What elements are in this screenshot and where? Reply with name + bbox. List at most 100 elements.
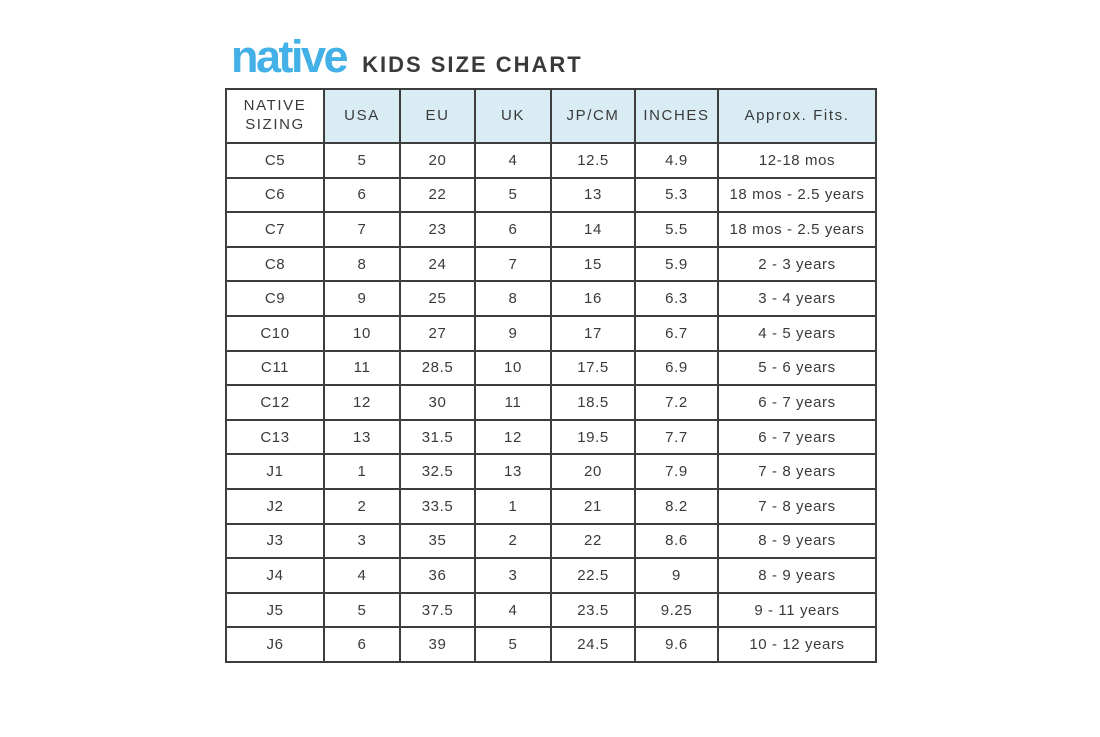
cell-c12-uk: 11 — [474, 384, 552, 421]
cell-c7-native-sizing: C7 — [225, 211, 325, 248]
cell-j1-eu: 32.5 — [399, 453, 476, 490]
cell-j6-uk: 5 — [474, 626, 552, 663]
cell-c5-approx-fits: 12-18 mos — [717, 142, 877, 179]
cell-j5-inches: 9.25 — [634, 591, 719, 629]
cell-c13-uk: 12 — [474, 418, 552, 456]
table-row-j3: J3 3 35 2 22 8.6 8 - 9 years — [225, 522, 877, 560]
table-row-c11: C11 11 28.5 10 17.5 6.9 5 - 6 years — [225, 349, 877, 387]
cell-c6-inches: 5.3 — [634, 176, 719, 214]
cell-j1-jp-cm: 20 — [550, 453, 636, 490]
cell-c7-eu: 23 — [399, 211, 476, 248]
cell-j1-inches: 7.9 — [634, 453, 719, 490]
cell-c7-jp-cm: 14 — [550, 211, 636, 248]
native-logo: native — [231, 31, 349, 82]
cell-c11-usa: 11 — [323, 349, 401, 387]
table-row-c13: C13 13 31.5 12 19.5 7.7 6 - 7 years — [225, 418, 877, 456]
cell-c6-jp-cm: 13 — [550, 176, 636, 214]
table-row-j1: J1 1 32.5 13 20 7.9 7 - 8 years — [225, 453, 877, 490]
size-chart-table: NATIVE SIZING USA EU UK JP/CM INCHES Approx. F… — [225, 88, 877, 663]
cell-c11-approx-fits: 5 - 6 years — [717, 349, 877, 387]
cell-j3-jp-cm: 22 — [550, 522, 636, 560]
cell-c10-jp-cm: 17 — [550, 314, 636, 352]
cell-j6-jp-cm: 24.5 — [550, 626, 636, 663]
cell-c9-approx-fits: 3 - 4 years — [717, 280, 877, 317]
cell-c13-inches: 7.7 — [634, 418, 719, 456]
cell-j2-usa: 2 — [323, 487, 401, 525]
cell-j4-approx-fits: 8 - 9 years — [717, 557, 877, 594]
cell-j3-inches: 8.6 — [634, 522, 719, 560]
cell-c12-usa: 12 — [323, 384, 401, 421]
cell-c11-eu: 28.5 — [399, 349, 476, 387]
column-header-eu: EU — [399, 88, 476, 144]
cell-c5-uk: 4 — [474, 142, 552, 179]
cell-c10-native-sizing: C10 — [225, 314, 325, 352]
cell-c5-usa: 5 — [323, 142, 401, 179]
column-header-native-sizing: NATIVE SIZING — [225, 88, 325, 144]
table-row-c5: C5 5 20 4 12.5 4.9 12-18 mos — [225, 142, 877, 179]
cell-c6-usa: 6 — [323, 176, 401, 214]
column-header-uk: UK — [474, 88, 552, 144]
cell-j1-approx-fits: 7 - 8 years — [717, 453, 877, 490]
cell-c12-inches: 7.2 — [634, 384, 719, 421]
cell-c11-native-sizing: C11 — [225, 349, 325, 387]
cell-c10-approx-fits: 4 - 5 years — [717, 314, 877, 352]
cell-j4-eu: 36 — [399, 557, 476, 594]
cell-c10-uk: 9 — [474, 314, 552, 352]
column-header-jp-cm: JP/CM — [550, 88, 636, 144]
cell-j4-native-sizing: J4 — [225, 557, 325, 594]
cell-c9-uk: 8 — [474, 280, 552, 317]
cell-c13-approx-fits: 6 - 7 years — [717, 418, 877, 456]
cell-j4-usa: 4 — [323, 557, 401, 594]
header-row: NATIVE SIZING USA EU UK JP/CM INCHES Approx. F… — [225, 88, 877, 144]
cell-c10-eu: 27 — [399, 314, 476, 352]
cell-c13-usa: 13 — [323, 418, 401, 456]
cell-j3-uk: 2 — [474, 522, 552, 560]
cell-j6-usa: 6 — [323, 626, 401, 663]
cell-j3-eu: 35 — [399, 522, 476, 560]
cell-j2-eu: 33.5 — [399, 487, 476, 525]
cell-j3-approx-fits: 8 - 9 years — [717, 522, 877, 560]
cell-c9-native-sizing: C9 — [225, 280, 325, 317]
cell-c8-uk: 7 — [474, 245, 552, 283]
cell-c7-approx-fits: 18 mos - 2.5 years — [717, 211, 877, 248]
cell-c5-inches: 4.9 — [634, 142, 719, 179]
cell-c12-eu: 30 — [399, 384, 476, 421]
table-row-j2: J2 2 33.5 1 21 8.2 7 - 8 years — [225, 487, 877, 525]
cell-c7-uk: 6 — [474, 211, 552, 248]
cell-c11-uk: 10 — [474, 349, 552, 387]
cell-c11-inches: 6.9 — [634, 349, 719, 387]
cell-j5-uk: 4 — [474, 591, 552, 629]
cell-c12-jp-cm: 18.5 — [550, 384, 636, 421]
cell-c7-inches: 5.5 — [634, 211, 719, 248]
cell-j1-native-sizing: J1 — [225, 453, 325, 490]
table-body: C5 5 20 4 12.5 4.9 12-18 mos C6 6 22 5 13 5.3 18 mos … — [225, 142, 877, 663]
table-row-c7: C7 7 23 6 14 5.5 18 mos - 2.5 years — [225, 211, 877, 248]
cell-c6-approx-fits: 18 mos - 2.5 years — [717, 176, 877, 214]
table-row-c12: C12 12 30 11 18.5 7.2 6 - 7 years — [225, 384, 877, 421]
column-header-usa: USA — [323, 88, 401, 144]
column-header-inches: INCHES — [634, 88, 719, 144]
cell-c7-usa: 7 — [323, 211, 401, 248]
cell-c12-approx-fits: 6 - 7 years — [717, 384, 877, 421]
cell-c13-eu: 31.5 — [399, 418, 476, 456]
cell-j2-native-sizing: J2 — [225, 487, 325, 525]
cell-j5-approx-fits: 9 - 11 years — [717, 591, 877, 629]
cell-j5-eu: 37.5 — [399, 591, 476, 629]
table-row-j5: J5 5 37.5 4 23.5 9.25 9 - 11 years — [225, 591, 877, 629]
cell-c12-native-sizing: C12 — [225, 384, 325, 421]
cell-j5-jp-cm: 23.5 — [550, 591, 636, 629]
cell-j5-native-sizing: J5 — [225, 591, 325, 629]
cell-c6-native-sizing: C6 — [225, 176, 325, 214]
cell-j2-jp-cm: 21 — [550, 487, 636, 525]
cell-c13-jp-cm: 19.5 — [550, 418, 636, 456]
brand-row: native KIDS SIZE CHART — [231, 34, 583, 79]
cell-c11-jp-cm: 17.5 — [550, 349, 636, 387]
cell-c9-usa: 9 — [323, 280, 401, 317]
cell-j6-inches: 9.6 — [634, 626, 719, 663]
cell-c5-native-sizing: C5 — [225, 142, 325, 179]
cell-j2-uk: 1 — [474, 487, 552, 525]
table-row-c10: C10 10 27 9 17 6.7 4 - 5 years — [225, 314, 877, 352]
cell-j4-inches: 9 — [634, 557, 719, 594]
cell-j4-uk: 3 — [474, 557, 552, 594]
